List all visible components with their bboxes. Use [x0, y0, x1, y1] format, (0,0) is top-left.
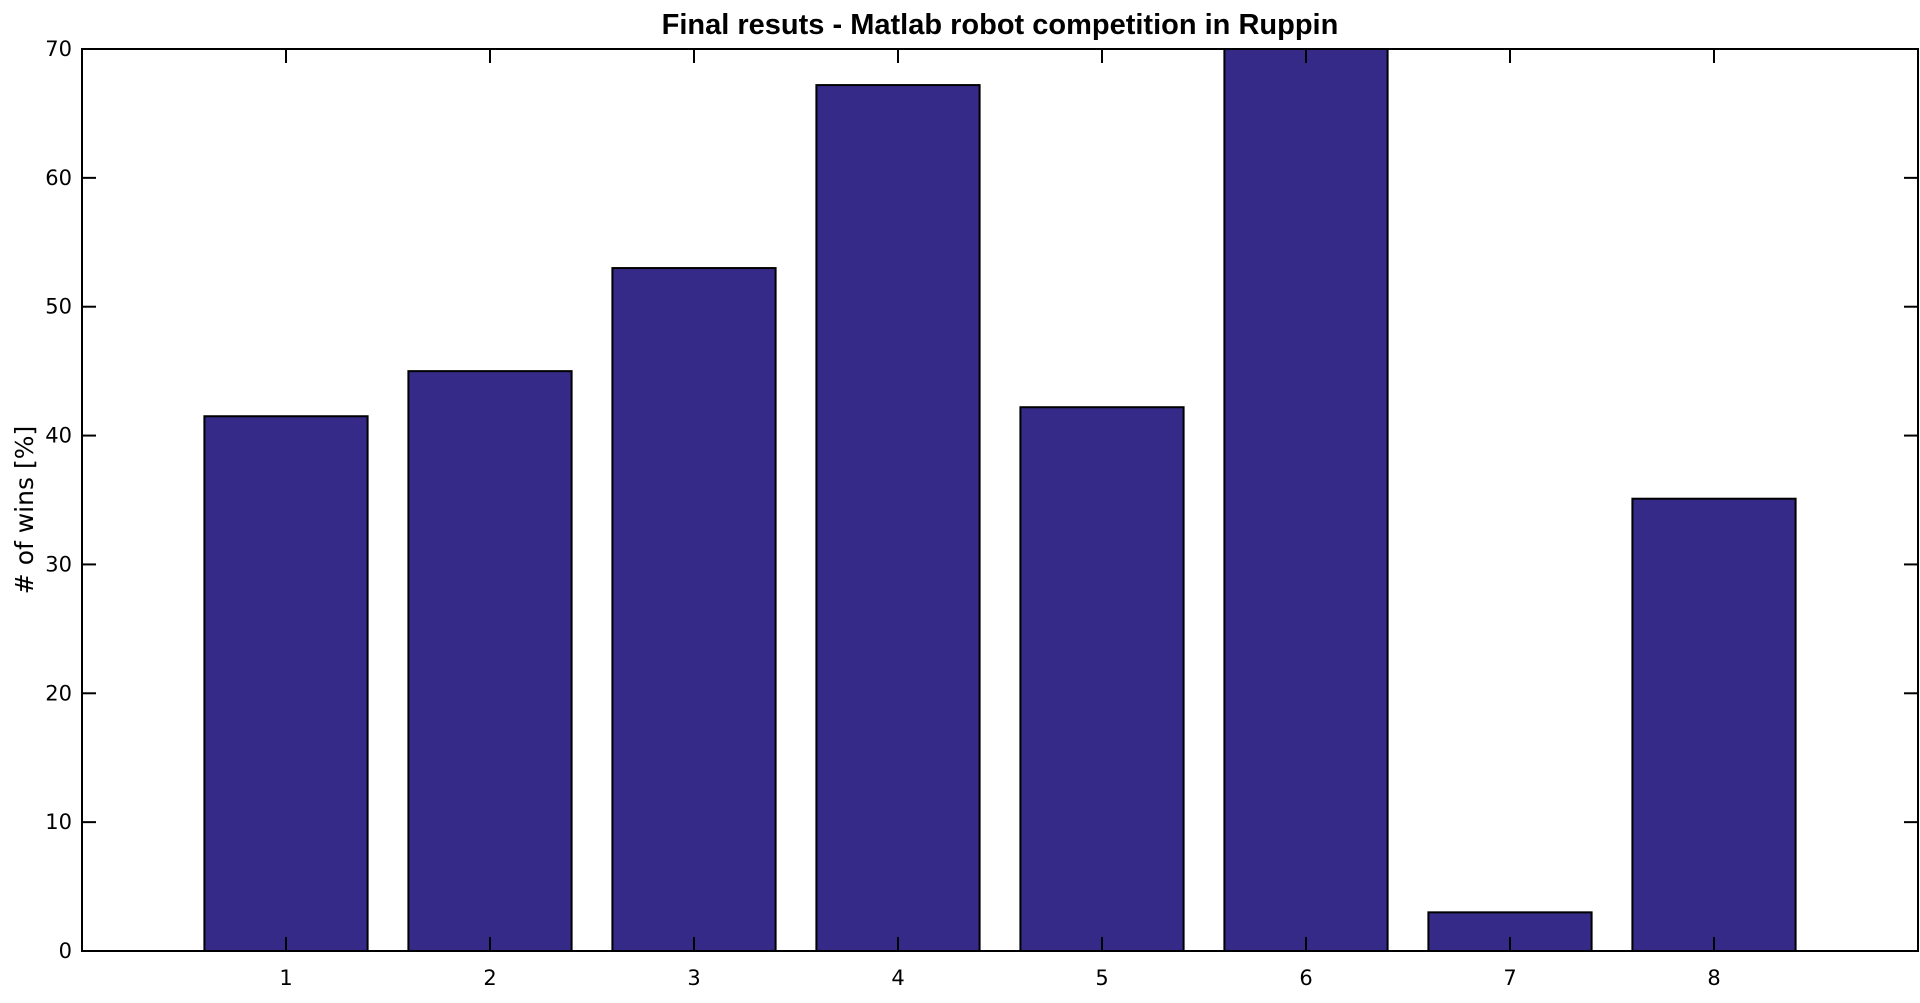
y-tick-label-10: 10 — [45, 810, 72, 834]
y-tick-label-40: 40 — [45, 424, 72, 448]
bar-5 — [1019, 406, 1185, 953]
x-tick-label-5: 5 — [1095, 966, 1108, 990]
y-tick-label-0: 0 — [59, 939, 72, 963]
ticks-group — [82, 48, 1918, 952]
y-tick-label-20: 20 — [45, 681, 72, 705]
bar-2 — [407, 370, 573, 952]
bar-3 — [611, 267, 777, 952]
y-tick-label-70: 70 — [45, 37, 72, 61]
bars-group — [203, 48, 1797, 953]
bar-8 — [1631, 497, 1797, 952]
y-axis-label: # of wins [%] — [10, 426, 39, 594]
chart-title: Final resuts - Matlab robot competition … — [662, 9, 1339, 41]
x-tick-label-7: 7 — [1503, 966, 1516, 990]
bar-6 — [1223, 48, 1389, 952]
y-tick-label-60: 60 — [45, 166, 72, 190]
x-tick-label-6: 6 — [1299, 966, 1312, 990]
tick-labels-group: 1 2 3 4 5 6 7 8 0 10 20 30 40 50 60 70 — [45, 37, 1720, 990]
y-tick-label-50: 50 — [45, 295, 72, 319]
x-tick-label-3: 3 — [687, 966, 700, 990]
x-tick-label-1: 1 — [279, 966, 292, 990]
plot-area-frame — [81, 48, 1919, 952]
bar-1 — [203, 415, 369, 952]
x-tick-label-2: 2 — [483, 966, 496, 990]
x-tick-label-8: 8 — [1707, 966, 1720, 990]
x-tick-label-4: 4 — [891, 966, 904, 990]
y-tick-label-30: 30 — [45, 552, 72, 576]
bar-4 — [815, 84, 981, 952]
